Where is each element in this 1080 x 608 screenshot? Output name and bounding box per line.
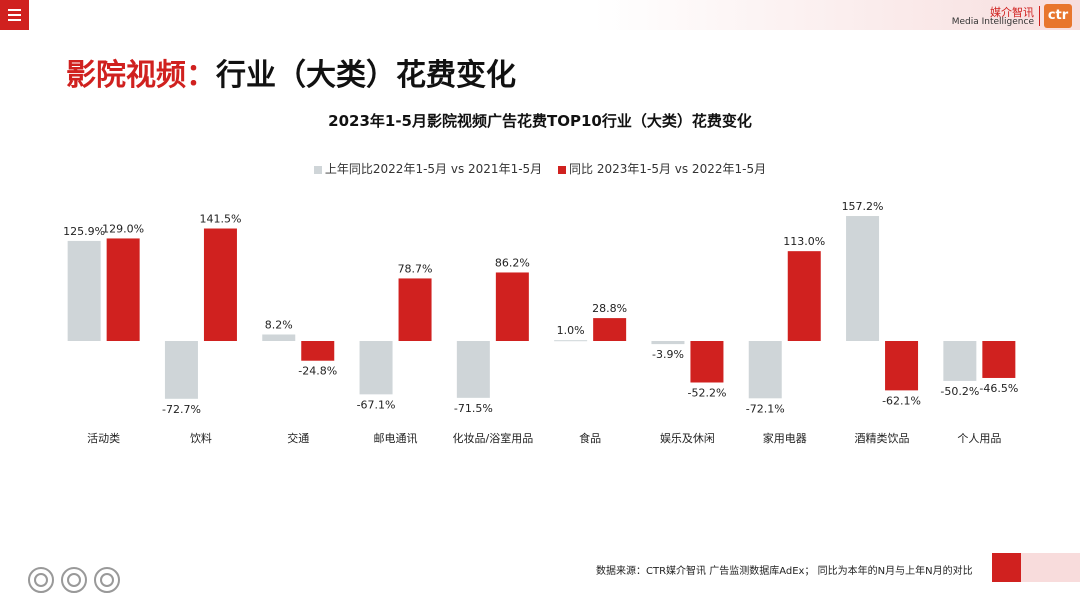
page-title: 影院视频：行业（大类）花费变化 [66, 50, 516, 94]
sgs-badge-icon [26, 565, 56, 595]
bar-curr-0 [106, 238, 140, 341]
bar-prev-3 [359, 341, 393, 395]
menu-button[interactable] [0, 0, 29, 30]
bar-prev-4 [456, 341, 490, 398]
category-label-1: 饮料 [190, 431, 212, 445]
bar-curr-5 [593, 318, 627, 341]
logo-divider [1039, 6, 1040, 26]
category-label-7: 家用电器 [763, 431, 807, 445]
legend-label-prev-year: 上年同比2022年1-5月 vs 2021年1-5月 [324, 162, 543, 176]
menu-icon [8, 14, 21, 16]
bar-prev-0 [67, 240, 101, 341]
data-label-prev-7: -72.1% [746, 402, 785, 415]
data-label-prev-9: -50.2% [940, 385, 979, 398]
data-label-curr-8: -62.1% [882, 394, 921, 407]
sgs-badge-icon [92, 565, 122, 595]
data-label-curr-1: 141.5% [199, 213, 241, 226]
data-label-prev-0: 125.9% [63, 225, 105, 238]
category-label-3: 邮电通讯 [374, 432, 418, 445]
footer-pink-block [1021, 553, 1080, 582]
category-label-5: 食品 [579, 431, 601, 445]
data-label-curr-4: 86.2% [495, 256, 530, 269]
category-label-0: 活动类 [87, 431, 120, 445]
category-label-2: 交通 [287, 431, 309, 445]
data-label-prev-4: -71.5% [454, 402, 493, 415]
logo-cn: 媒介智讯 [990, 6, 1034, 19]
bar-curr-1 [203, 228, 237, 341]
chart-legend: 上年同比2022年1-5月 vs 2021年1-5月 同比 2023年1-5月 … [0, 160, 1080, 177]
ctr-logo: ctr [1044, 4, 1072, 28]
legend-swatch-gray [313, 165, 322, 174]
legend-label-current-year: 同比 2023年1-5月 vs 2022年1-5月 [569, 162, 767, 176]
data-label-prev-1: -72.7% [162, 403, 201, 416]
top-bar: 媒介智讯 Media Intelligence ctr [0, 0, 1080, 30]
page-title-main: 行业（大类）花费变化 [216, 58, 516, 93]
chart-title: 2023年1-5月影院视频广告花费TOP10行业（大类）花费变化 [328, 112, 752, 130]
bar-curr-9 [982, 341, 1016, 378]
category-label-4: 化妆品/浴室用品 [452, 431, 533, 445]
bar-prev-7 [748, 341, 782, 399]
category-label-8: 酒精类饮品 [855, 431, 910, 445]
bar-curr-7 [787, 251, 821, 341]
bar-prev-6 [651, 341, 685, 345]
legend-swatch-red [558, 165, 566, 174]
legend-item-current-year: 同比 2023年1-5月 vs 2022年1-5月 [558, 160, 766, 177]
data-label-curr-5: 28.8% [592, 302, 627, 315]
bar-curr-6 [690, 341, 724, 383]
bar-curr-8 [885, 341, 919, 391]
footer-red-block [992, 553, 1021, 582]
menu-icon [8, 9, 21, 11]
bar-prev-8 [846, 216, 880, 341]
data-label-prev-8: 157.2% [842, 200, 884, 213]
bar-prev-1 [164, 341, 198, 399]
legend-item-prev-year: 上年同比2022年1-5月 vs 2021年1-5月 [313, 160, 543, 177]
category-label-9: 个人用品 [957, 432, 1001, 445]
bar-prev-2 [262, 334, 296, 341]
bar-curr-2 [301, 341, 335, 361]
category-label-6: 娱乐及休闲 [660, 431, 715, 445]
sgs-badge-icon [59, 565, 89, 595]
menu-icon [8, 19, 21, 21]
data-label-curr-9: -46.5% [979, 382, 1018, 395]
data-label-curr-7: 113.0% [783, 235, 825, 248]
data-label-prev-5: 1.0% [557, 324, 585, 337]
bar-curr-3 [398, 278, 432, 341]
bar-curr-4 [495, 272, 529, 341]
data-label-curr-3: 78.7% [398, 262, 433, 275]
logo-en: Media Intelligence [951, 17, 1034, 27]
data-label-curr-6: -52.2% [687, 386, 726, 399]
bar-prev-9 [943, 341, 977, 381]
footer-source: 数据来源：CTR媒介智讯 广告监测数据库AdEx； 同比为本年的N月与上年N月的… [596, 566, 973, 577]
data-label-curr-2: -24.8% [298, 365, 337, 378]
bar-chart: 125.9%129.0% 活动类 -72.7% 141.5% 饮料 8.2% -24.8% 交… [63, 200, 1018, 445]
data-label-prev-6: -3.9% [652, 348, 684, 361]
page-title-prefix: 影院视频： [66, 58, 216, 93]
data-label-curr-0: 129.0% [102, 222, 144, 235]
bar-prev-5 [554, 340, 588, 342]
data-label-prev-2: 8.2% [265, 318, 293, 331]
data-label-prev-3: -67.1% [357, 398, 396, 411]
